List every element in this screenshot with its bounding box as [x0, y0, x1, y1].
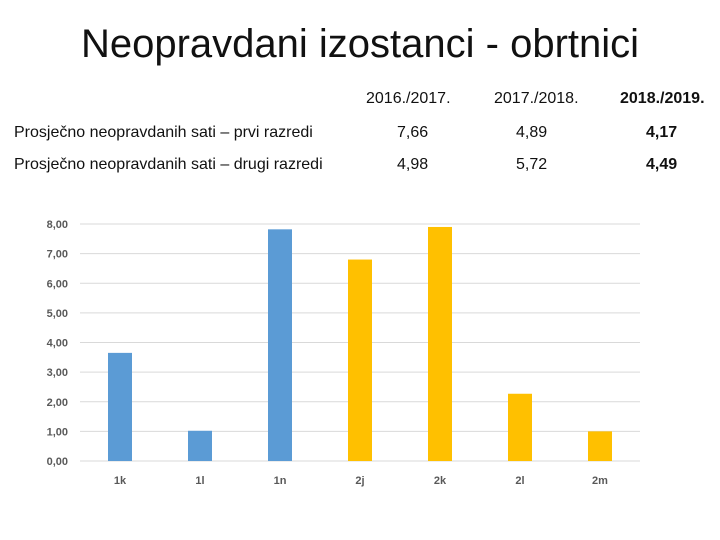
row-label-second-grade: Prosječno neopravdanih sati – drugi razr… [14, 156, 323, 173]
y-tick-label: 0,00 [47, 456, 68, 468]
y-tick-label: 5,00 [47, 308, 68, 320]
y-tick-label: 1,00 [47, 426, 68, 438]
row-label-first-grade: Prosječno neopravdanih sati – prvi razre… [14, 124, 313, 141]
bar-2k [428, 226, 452, 461]
page-title: Neopravdani izostanci - obrtnici [80, 22, 640, 66]
y-tick-label: 6,00 [47, 278, 68, 290]
x-tick-label: 2k [434, 475, 447, 487]
cell-first-2016: 7,66 [397, 124, 429, 141]
cell-first-2018: 4,17 [646, 124, 678, 141]
x-tick-label: 2l [515, 475, 524, 487]
x-tick-label: 1l [195, 475, 204, 487]
x-tick-label: 2j [355, 475, 364, 487]
cell-second-2016: 4,98 [397, 156, 429, 173]
column-header-2017-2018: 2017./2018. [494, 90, 579, 107]
cell-second-2017: 5,72 [516, 156, 548, 173]
y-tick-label: 7,00 [47, 249, 68, 261]
y-tick-label: 2,00 [47, 397, 68, 409]
x-tick-label: 2m [592, 475, 608, 487]
y-tick-label: 4,00 [47, 338, 68, 350]
column-header-2016-2017: 2016./2017. [366, 90, 451, 107]
x-tick-label: 1n [274, 475, 287, 487]
y-tick-label: 3,00 [47, 367, 68, 379]
bar-1k [108, 352, 132, 461]
x-tick-label: 1k [114, 475, 127, 487]
cell-second-2018: 4,49 [646, 156, 678, 173]
cell-first-2017: 4,89 [516, 124, 548, 141]
bar-2l [508, 393, 532, 461]
bar-1n [268, 229, 292, 461]
bar-1l [188, 430, 212, 461]
bar-2j [348, 259, 372, 461]
y-tick-label: 8,00 [47, 219, 68, 231]
bar-2m [588, 431, 612, 461]
column-header-2018-2019: 2018./2019. [620, 90, 705, 107]
